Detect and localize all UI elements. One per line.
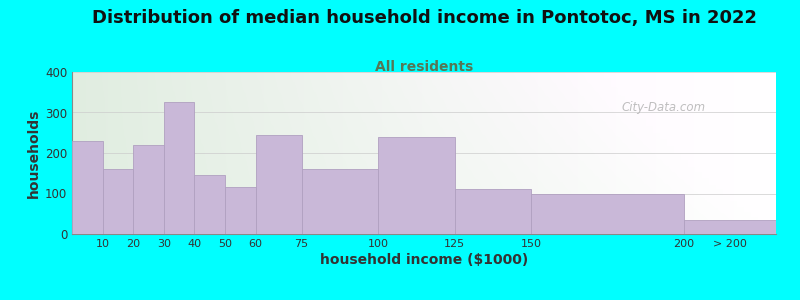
Bar	[134, 145, 164, 234]
Text: All residents: All residents	[375, 60, 473, 74]
Bar	[684, 220, 776, 234]
Bar	[194, 175, 225, 234]
Bar	[454, 190, 531, 234]
Bar	[102, 169, 134, 234]
Bar	[164, 102, 194, 234]
Bar	[531, 194, 684, 234]
Bar	[225, 188, 256, 234]
Bar	[72, 141, 102, 234]
Bar	[378, 137, 454, 234]
Y-axis label: households: households	[26, 108, 41, 198]
Bar	[256, 135, 302, 234]
Text: City-Data.com: City-Data.com	[621, 101, 706, 114]
Text: Distribution of median household income in Pontotoc, MS in 2022: Distribution of median household income …	[91, 9, 757, 27]
Bar	[302, 169, 378, 234]
X-axis label: household income ($1000): household income ($1000)	[320, 253, 528, 267]
